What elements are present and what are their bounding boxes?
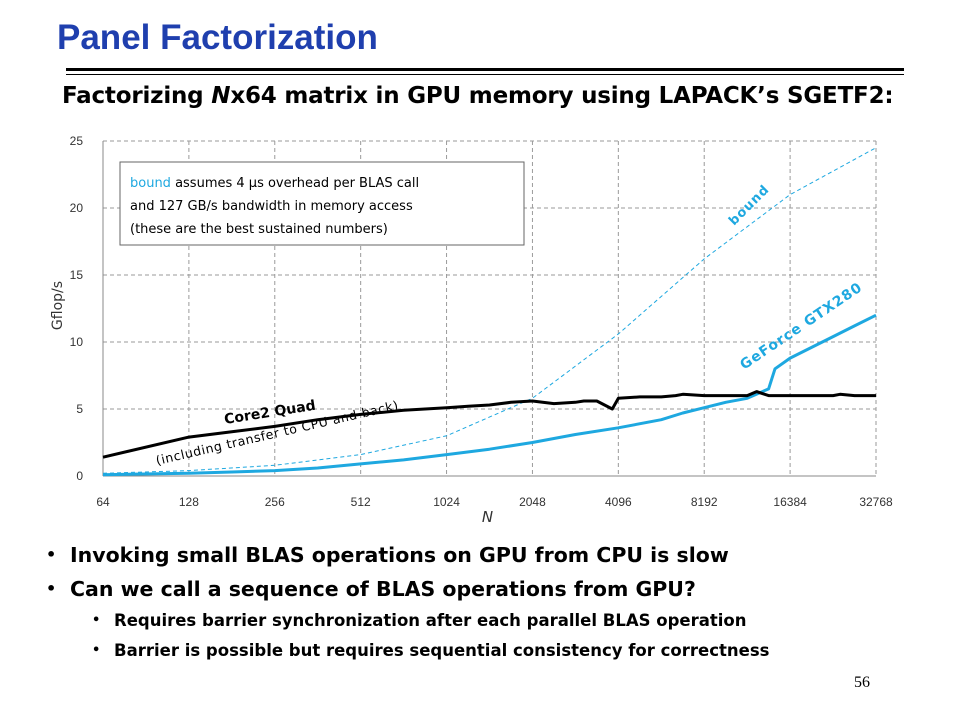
title-rule-thin [66,74,904,75]
bullet-dot-icon: • [92,613,101,628]
annotation-line-3: (these are the best sustained numbers) [130,222,388,237]
bullet-item: • Invoking small BLAS operations on GPU f… [44,538,944,572]
annotation-line-1-rest: assumes 4 µs overhead per BLAS call [171,176,419,191]
x-tick-label: 16384 [773,495,807,509]
series-line-gtx280 [102,313,877,477]
bullet-text: Invoking small BLAS operations on GPU fr… [70,543,729,567]
series-label-gtx280: GeForce GTX280 [737,280,865,374]
y-axis-label: Gflop/s [50,281,66,330]
x-tick-label: 128 [179,495,199,509]
sub-bullet-item: • Barrier is possible but requires sequen… [90,636,944,666]
annotation-line-2: and 127 GB/s bandwidth in memory access [130,199,413,214]
series-line-core2 [102,390,876,459]
sub-bullet-item: • Requires barrier synchronization after … [90,606,944,636]
x-tick-label: 2048 [519,495,546,509]
y-tick-label: 10 [70,335,84,349]
bullet-list: • Invoking small BLAS operations on GPU f… [44,538,944,666]
annotation-bound-word: bound [130,176,171,191]
annotation-line-1: bound assumes 4 µs overhead per BLAS cal… [130,176,419,191]
subtitle-post: x64 matrix in GPU memory using LAPACK’s … [230,83,894,109]
x-tick-label: 8192 [691,495,718,509]
x-tick-label: 512 [351,495,371,509]
subtitle-italic: N [211,83,231,109]
annotation-box [119,161,525,246]
y-tick-label: 25 [70,134,84,148]
bullet-dot-icon: • [92,643,101,658]
bullet-text: Requires barrier synchronization after e… [114,611,747,630]
subtitle-pre: Factorizing [62,83,212,109]
x-tick-label: 1024 [433,495,460,509]
x-tick-label: 4096 [605,495,632,509]
x-tick-label: 64 [96,495,110,509]
title-rule [66,68,904,71]
x-tick-label: 32768 [859,495,893,509]
page-number: 56 [854,674,870,691]
bullet-text: Barrier is possible but requires sequent… [114,641,770,660]
slide-title: Panel Factorization [57,18,378,57]
x-tick-label: 256 [265,495,285,509]
performance-chart: 0 5 10 15 20 25 64 128 256 512 1024 2048 4096 8192 163… [50,134,893,526]
x-axis-label: N [482,508,493,526]
bullet-text: Can we call a sequence of BLAS operation… [70,577,696,601]
series-line-bound [102,147,877,474]
bullet-dot-icon: • [46,579,57,598]
series-label-bound: bound [726,182,773,229]
slide-subtitle: Factorizing Nx64 matrix in GPU memory us… [62,83,894,109]
y-tick-label: 20 [70,201,84,215]
bullet-item: • Can we call a sequence of BLAS operatio… [44,572,944,606]
y-tick-label: 15 [70,268,84,282]
y-tick-label: 0 [76,469,83,483]
bullet-dot-icon: • [46,545,57,564]
y-tick-label: 5 [76,402,83,416]
